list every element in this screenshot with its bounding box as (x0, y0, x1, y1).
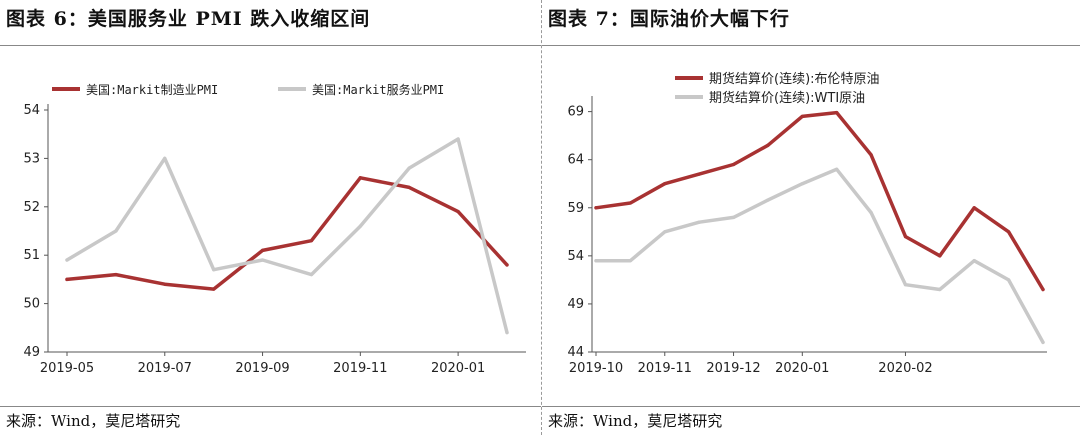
x-tick-label: 2019-05 (40, 361, 94, 376)
pmi-chart: 49 50 51 52 53 54 2019-05 2019-07 2019-09 2019-11… (23, 82, 526, 376)
footer-rule (542, 406, 1080, 407)
data-point (938, 287, 942, 292)
chart-title-pmi: 图表 6：美国服务业 PMI 跌入收缩区间 (6, 8, 371, 30)
y-tick-label: 54 (567, 249, 584, 264)
data-point (903, 283, 908, 287)
data-point (835, 167, 839, 171)
data-point (358, 176, 362, 180)
x-tick-label: 2019-10 (569, 361, 623, 376)
data-point (1007, 278, 1011, 282)
data-point (972, 206, 976, 210)
data-point (212, 268, 216, 272)
footer-rule (0, 406, 541, 407)
data-point (663, 230, 667, 234)
data-point (358, 224, 362, 228)
legend-label-1: 美国:Markit制造业PMI (86, 83, 218, 97)
data-point (260, 248, 265, 252)
source-note-oil: 来源：Wind，莫尼塔研究 (548, 412, 723, 430)
data-point (594, 259, 598, 263)
data-point (731, 215, 736, 219)
source-note-pmi: 来源：Wind，莫尼塔研究 (6, 412, 181, 430)
x-tick-label: 2019-11 (333, 361, 387, 376)
data-point (697, 172, 701, 176)
data-point (163, 282, 167, 286)
x-tick-label: 2020-01 (775, 361, 829, 376)
data-point (309, 239, 314, 243)
panel-pmi: 图表 6：美国服务业 PMI 跌入收缩区间 49 50 51 52 53 54 2019-0… (0, 8, 541, 430)
data-point (505, 331, 509, 335)
data-point (835, 110, 839, 115)
panel-oil: 图表 7：国际油价大幅下行 44 49 54 59 64 69 2019-10 2019-11… (542, 0, 1080, 435)
data-point (1007, 230, 1011, 234)
data-point (869, 153, 873, 157)
y-tick-label: 52 (23, 200, 40, 215)
data-point (456, 210, 460, 214)
series-line-2 (594, 167, 1045, 345)
data-point (309, 272, 314, 277)
data-point (869, 210, 873, 215)
data-point (903, 235, 908, 239)
data-point (505, 263, 509, 267)
data-point (731, 162, 736, 167)
y-tick-label: 54 (23, 103, 40, 118)
data-point (594, 206, 598, 210)
y-tick-label: 53 (23, 151, 40, 166)
y-tick-label: 49 (23, 345, 40, 360)
legend-label-1: 期货结算价(连续):布伦特原油 (709, 71, 880, 87)
data-point (800, 182, 804, 186)
data-point (65, 277, 69, 281)
data-point (456, 137, 460, 141)
oil-chart: 44 49 54 59 64 69 2019-10 2019-11 2019-12 2020-01… (567, 71, 1047, 376)
data-point (260, 258, 265, 262)
y-tick-label: 44 (567, 345, 584, 360)
y-tick-label: 50 (23, 297, 40, 312)
data-point (407, 166, 411, 170)
x-tick-label: 2019-11 (638, 361, 692, 376)
data-point (800, 114, 804, 119)
chart-title-oil: 图表 7：国际油价大幅下行 (548, 8, 790, 30)
x-tick-label: 2020-01 (431, 361, 485, 376)
data-point (766, 198, 770, 202)
data-point (663, 182, 667, 186)
data-point (1041, 340, 1045, 344)
legend-label-2: 美国:Markit服务业PMI (312, 82, 444, 97)
x-tick-label: 2020-02 (878, 361, 932, 376)
x-tick-label: 2019-12 (706, 361, 760, 376)
y-tick-label: 69 (567, 105, 584, 120)
data-point (972, 259, 976, 263)
x-tick-label: 2019-07 (138, 361, 192, 376)
y-tick-label: 59 (567, 201, 584, 216)
series-line-2 (65, 137, 509, 335)
data-point (1041, 287, 1045, 292)
y-tick-label: 49 (567, 297, 584, 312)
data-point (65, 258, 69, 262)
data-point (114, 272, 118, 277)
data-point (628, 201, 632, 205)
data-point (212, 287, 216, 291)
data-point (628, 259, 632, 263)
data-point (407, 185, 411, 190)
series-line-1 (594, 110, 1045, 292)
series-line-1 (65, 176, 509, 291)
data-point (114, 229, 118, 233)
data-point (938, 254, 942, 258)
data-point (697, 220, 701, 224)
y-tick-label: 64 (567, 153, 584, 168)
legend-label-2: 期货结算价(连续):WTI原油 (709, 90, 865, 106)
data-point (163, 156, 167, 160)
panel-divider (541, 0, 542, 435)
data-point (766, 143, 770, 147)
title-rule (542, 45, 1080, 46)
title-rule (0, 45, 541, 46)
x-tick-label: 2019-09 (235, 361, 289, 376)
y-tick-label: 51 (23, 248, 40, 263)
